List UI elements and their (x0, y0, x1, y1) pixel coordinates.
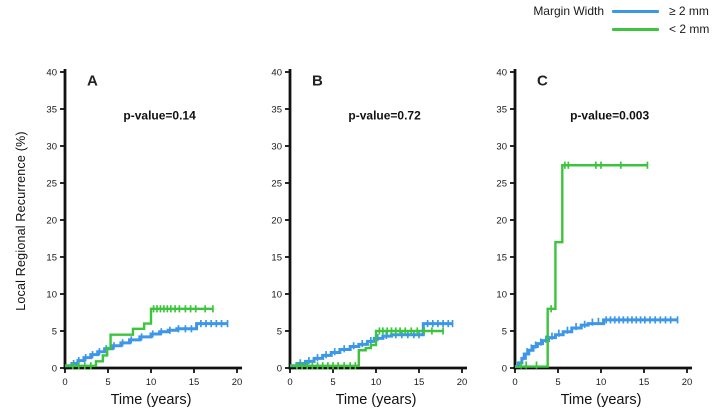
svg-text:30: 30 (46, 142, 57, 153)
svg-text:C: C (537, 72, 548, 89)
svg-text:30: 30 (496, 142, 507, 153)
svg-text:35: 35 (46, 105, 57, 116)
svg-text:p-value=0.72: p-value=0.72 (348, 108, 421, 122)
svg-text:20: 20 (682, 377, 693, 388)
svg-text:10: 10 (496, 290, 507, 301)
legend: Margin Width ≥ 2 mm < 2 mm (533, 3, 713, 37)
svg-text:35: 35 (271, 105, 282, 116)
svg-text:15: 15 (271, 253, 282, 264)
svg-text:40: 40 (496, 68, 507, 79)
svg-text:0: 0 (287, 377, 292, 388)
svg-text:35: 35 (496, 105, 507, 116)
svg-text:0: 0 (512, 377, 517, 388)
ge-2mm-line-swatch (612, 9, 659, 13)
lt-2mm-line-swatch (612, 27, 659, 31)
svg-text:p-value=0.003: p-value=0.003 (570, 108, 649, 122)
svg-text:20: 20 (457, 377, 468, 388)
svg-text:A: A (87, 72, 98, 89)
svg-text:20: 20 (232, 377, 243, 388)
svg-text:15: 15 (414, 377, 425, 388)
svg-text:20: 20 (46, 216, 57, 227)
svg-text:25: 25 (496, 179, 507, 190)
legend-row-ge-2mm: ≥ 2 mm (612, 3, 713, 19)
svg-text:0: 0 (52, 364, 57, 375)
svg-text:25: 25 (46, 179, 57, 190)
svg-text:15: 15 (46, 253, 57, 264)
svg-text:40: 40 (46, 68, 57, 79)
svg-text:25: 25 (271, 179, 282, 190)
legend-label-ge-2mm: ≥ 2 mm (669, 4, 709, 18)
svg-text:15: 15 (639, 377, 650, 388)
panel-a-chart: 0 5 10 15 20 25 30 35 40 0 5 10 15 20 Ap-value=0.14 Tim… (46, 68, 243, 409)
panel-b-chart: 0 5 10 15 20 25 30 35 40 0 5 10 15 20 Bp-value=0.72 Tim… (271, 68, 468, 409)
svg-text:15: 15 (189, 377, 200, 388)
legend-label-lt-2mm: < 2 mm (669, 22, 710, 36)
svg-text:40: 40 (271, 68, 282, 79)
svg-text:10: 10 (271, 290, 282, 301)
svg-text:30: 30 (271, 142, 282, 153)
y-axis-label: Local Regional Recurrence (%) (14, 131, 28, 311)
svg-text:p-value=0.14: p-value=0.14 (123, 108, 196, 122)
legend-title: Margin Width (533, 4, 604, 18)
svg-text:20: 20 (271, 216, 282, 227)
svg-text:5: 5 (52, 327, 57, 338)
svg-text:5: 5 (330, 377, 335, 388)
svg-text:10: 10 (146, 377, 157, 388)
svg-text:0: 0 (62, 377, 67, 388)
svg-text:Time (years): Time (years) (561, 392, 642, 408)
svg-text:0: 0 (277, 364, 282, 375)
svg-text:B: B (312, 72, 323, 89)
legend-rows: ≥ 2 mm < 2 mm (612, 3, 713, 37)
svg-text:5: 5 (277, 327, 282, 338)
svg-text:15: 15 (496, 253, 507, 264)
svg-text:10: 10 (46, 290, 57, 301)
svg-text:Time (years): Time (years) (111, 392, 192, 408)
legend-row-lt-2mm: < 2 mm (612, 21, 713, 37)
svg-text:20: 20 (496, 216, 507, 227)
svg-text:10: 10 (371, 377, 382, 388)
svg-text:5: 5 (105, 377, 110, 388)
svg-text:5: 5 (555, 377, 560, 388)
svg-text:5: 5 (502, 327, 507, 338)
svg-text:Time (years): Time (years) (336, 392, 417, 408)
panel-c-chart: 0 5 10 15 20 25 30 35 40 0 5 10 15 20 Cp-value=0.003 Ti… (496, 68, 693, 409)
svg-text:0: 0 (502, 364, 507, 375)
svg-text:10: 10 (596, 377, 607, 388)
